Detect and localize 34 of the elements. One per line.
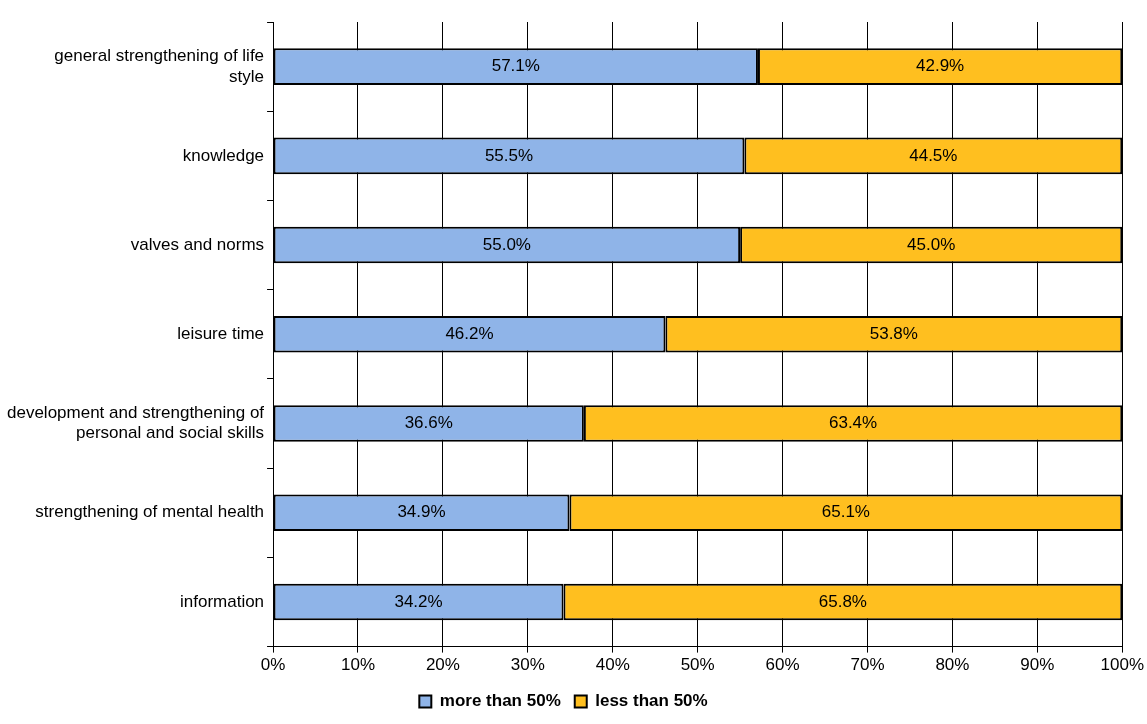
y-tick-label: general strengthening of life style bbox=[54, 46, 265, 86]
data-label: 55.0% bbox=[482, 234, 531, 254]
data-label: 63.4% bbox=[828, 413, 878, 433]
data-label: 34.9% bbox=[397, 502, 446, 522]
legend-label: less than 50% bbox=[595, 691, 708, 711]
y-tick-label: strengthening of mental health bbox=[35, 502, 265, 522]
y-tick-label: leisure time bbox=[177, 323, 265, 343]
data-label: 57.1% bbox=[491, 56, 540, 76]
x-tick-label: 40% bbox=[595, 655, 630, 675]
x-tick-label: 100% bbox=[1100, 655, 1144, 675]
x-tick-label: 90% bbox=[1020, 655, 1055, 675]
x-tick-label: 10% bbox=[340, 655, 376, 675]
data-label: 65.8% bbox=[818, 591, 867, 611]
x-tick-label: 70% bbox=[850, 655, 885, 675]
y-tick-label: knowledge bbox=[182, 145, 265, 165]
data-label: 55.5% bbox=[484, 145, 534, 165]
x-tick-label: 80% bbox=[935, 655, 970, 675]
legend-label: more than 50% bbox=[439, 691, 561, 711]
data-label: 36.6% bbox=[404, 413, 453, 433]
data-label: 44.5% bbox=[909, 145, 958, 165]
data-label: 46.2% bbox=[445, 323, 494, 343]
x-tick-label: 0% bbox=[260, 655, 286, 675]
data-label: 34.2% bbox=[394, 591, 443, 611]
y-tick-label: valves and norms bbox=[130, 234, 265, 254]
data-label: 65.1% bbox=[821, 502, 870, 522]
x-tick-label: 50% bbox=[680, 655, 715, 675]
x-tick-label: 30% bbox=[510, 655, 545, 675]
data-label: 42.9% bbox=[916, 56, 965, 76]
data-label: 53.8% bbox=[869, 323, 918, 343]
y-tick-label: information bbox=[179, 591, 265, 611]
data-label: 45.0% bbox=[907, 234, 956, 254]
x-tick-label: 60% bbox=[765, 655, 800, 675]
y-tick-label: development and strengthening of personal and social skills bbox=[7, 403, 265, 443]
x-tick-label: 20% bbox=[425, 655, 460, 675]
